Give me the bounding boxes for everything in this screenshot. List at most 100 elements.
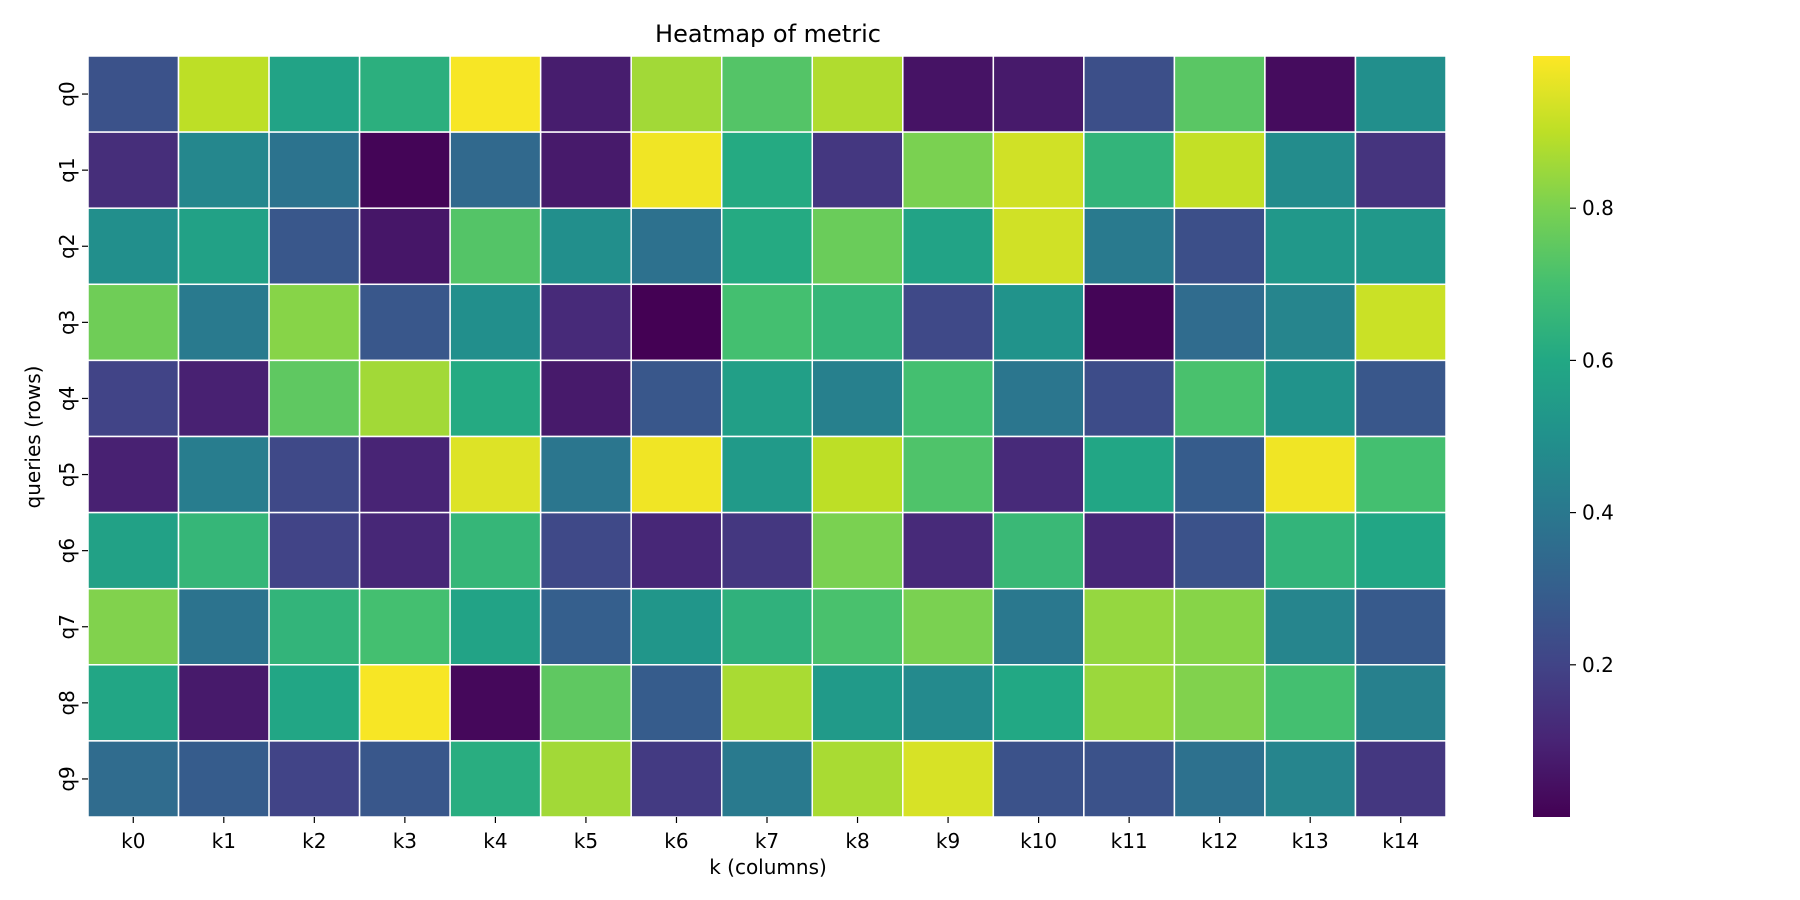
heatmap-cell-q9-k8 <box>811 740 904 818</box>
heatmap-cell-q0-k10 <box>992 55 1085 133</box>
heatmap-cell-q5-k4 <box>449 435 542 514</box>
heatmap-cell-q4-k7 <box>720 359 814 438</box>
y-tick-label: q5 <box>55 462 79 487</box>
heatmap-cell-q6-k11 <box>1083 511 1176 590</box>
heatmap-cell-q0-k4 <box>449 55 542 133</box>
heatmap-cell-q0-k3 <box>358 55 451 133</box>
heatmap-cell-q4-k8 <box>811 359 904 438</box>
heatmap-cell-q7-k4 <box>449 587 542 666</box>
heatmap-cell-q9-k11 <box>1083 740 1176 818</box>
heatmap-cell-q0-k6 <box>630 55 723 133</box>
heatmap-cell-q1-k2 <box>268 131 361 209</box>
heatmap-cell-q7-k13 <box>1264 587 1357 666</box>
heatmap-cell-q3-k8 <box>811 283 904 362</box>
heatmap-cell-q5-k5 <box>539 435 632 514</box>
heatmap-cell-q6-k8 <box>811 511 904 590</box>
x-tick-label: k0 <box>121 829 145 853</box>
x-tick-label: k4 <box>483 829 507 853</box>
heatmap-cell-q8-k6 <box>630 664 723 742</box>
heatmap-cell-q3-k2 <box>268 283 361 362</box>
heatmap-cell-q7-k12 <box>1173 587 1266 666</box>
heatmap-cell-q1-k3 <box>358 131 451 209</box>
heatmap-cell-q9-k3 <box>358 740 451 818</box>
heatmap-cell-q0-k13 <box>1264 55 1357 133</box>
heatmap-cell-q2-k14 <box>1354 207 1447 286</box>
colorbar-tick-label: 0.8 <box>1582 196 1614 220</box>
heatmap-cell-q3-k10 <box>992 283 1085 362</box>
heatmap-cell-q4-k5 <box>539 359 632 438</box>
heatmap-cell-q7-k11 <box>1083 587 1176 666</box>
heatmap-cell-q3-k7 <box>720 283 814 362</box>
y-tick-label: q9 <box>55 766 79 791</box>
heatmap-cell-q8-k7 <box>720 664 814 742</box>
y-tick-label: q6 <box>55 538 79 563</box>
heatmap-cell-q2-k8 <box>811 207 904 286</box>
heatmap-cell-q2-k6 <box>630 207 723 286</box>
heatmap-cell-q4-k14 <box>1354 359 1447 438</box>
heatmap-cell-q6-k9 <box>902 511 995 590</box>
heatmap-cell-q6-k0 <box>87 511 180 590</box>
heatmap-cell-q0-k12 <box>1173 55 1266 133</box>
y-tick-label: q1 <box>55 157 79 182</box>
heatmap-cell-q3-k0 <box>87 283 180 362</box>
heatmap-cell-q8-k10 <box>992 664 1085 742</box>
heatmap-cell-q6-k1 <box>177 511 270 590</box>
heatmap-cell-q1-k10 <box>992 131 1085 209</box>
y-axis-label: queries (rows) <box>21 366 45 509</box>
heatmap-cell-q5-k7 <box>720 435 814 514</box>
heatmap-cell-q9-k0 <box>87 740 180 818</box>
heatmap-cell-q2-k0 <box>87 207 180 286</box>
heatmap-cell-q4-k9 <box>902 359 995 438</box>
heatmap-cell-q8-k0 <box>87 664 180 742</box>
x-tick-label: k6 <box>664 829 688 853</box>
heatmap-cell-q3-k1 <box>177 283 270 362</box>
heatmap-cell-q4-k6 <box>630 359 723 438</box>
heatmap-cell-q7-k2 <box>268 587 361 666</box>
heatmap-cell-q8-k1 <box>177 664 270 742</box>
heatmap-cell-q6-k7 <box>720 511 814 590</box>
heatmap-cell-q4-k13 <box>1264 359 1357 438</box>
y-tick-label: q8 <box>55 690 79 715</box>
heatmap-cell-q5-k14 <box>1354 435 1447 514</box>
x-tick-label: k10 <box>1020 829 1057 853</box>
x-axis-label: k (columns) <box>709 855 827 879</box>
heatmap-cell-q4-k12 <box>1173 359 1266 438</box>
heatmap-cell-q5-k11 <box>1083 435 1176 514</box>
heatmap-cell-q8-k3 <box>358 664 451 742</box>
heatmap-cell-q4-k3 <box>358 359 451 438</box>
heatmap-cell-q5-k8 <box>811 435 904 514</box>
x-tick-label: k14 <box>1382 829 1419 853</box>
x-tick-label: k3 <box>393 829 417 853</box>
heatmap-cell-q2-k9 <box>902 207 995 286</box>
heatmap-cell-q1-k14 <box>1354 131 1447 209</box>
heatmap-cell-q3-k12 <box>1173 283 1266 362</box>
x-axis-ticks: k0 k1 k2 k3 k4 k5 k6 k7 k8 k9 k10 k11 k12 k13 k14 <box>121 817 1419 853</box>
heatmap-cell-q6-k12 <box>1173 511 1266 590</box>
heatmap-cell-q3-k13 <box>1264 283 1357 362</box>
heatmap-cell-q5-k0 <box>87 435 180 514</box>
heatmap-cell-q0-k1 <box>177 55 270 133</box>
y-tick-label: q4 <box>55 386 79 411</box>
x-tick-label: k2 <box>302 829 326 853</box>
y-tick-label: q7 <box>55 614 79 639</box>
heatmap-cell-q6-k4 <box>449 511 542 590</box>
heatmap-cell-q2-k4 <box>449 207 542 286</box>
heatmap-cell-q7-k3 <box>358 587 451 666</box>
x-tick-label: k7 <box>755 829 779 853</box>
heatmap-cell-q1-k11 <box>1083 131 1176 209</box>
heatmap-cell-q1-k13 <box>1264 131 1357 209</box>
heatmap-cells <box>87 55 1447 818</box>
heatmap-cell-q2-k7 <box>720 207 814 286</box>
heatmap-cell-q2-k11 <box>1083 207 1176 286</box>
heatmap-cell-q5-k9 <box>902 435 995 514</box>
heatmap-cell-q8-k12 <box>1173 664 1266 742</box>
heatmap-cell-q8-k14 <box>1354 664 1447 742</box>
heatmap-cell-q4-k0 <box>87 359 180 438</box>
heatmap-cell-q9-k5 <box>539 740 632 818</box>
heatmap-cell-q9-k9 <box>902 740 995 818</box>
heatmap-cell-q8-k11 <box>1083 664 1176 742</box>
heatmap-cell-q7-k14 <box>1354 587 1447 666</box>
colorbar-tick-label: 0.2 <box>1582 653 1614 677</box>
heatmap-cell-q6-k5 <box>539 511 632 590</box>
